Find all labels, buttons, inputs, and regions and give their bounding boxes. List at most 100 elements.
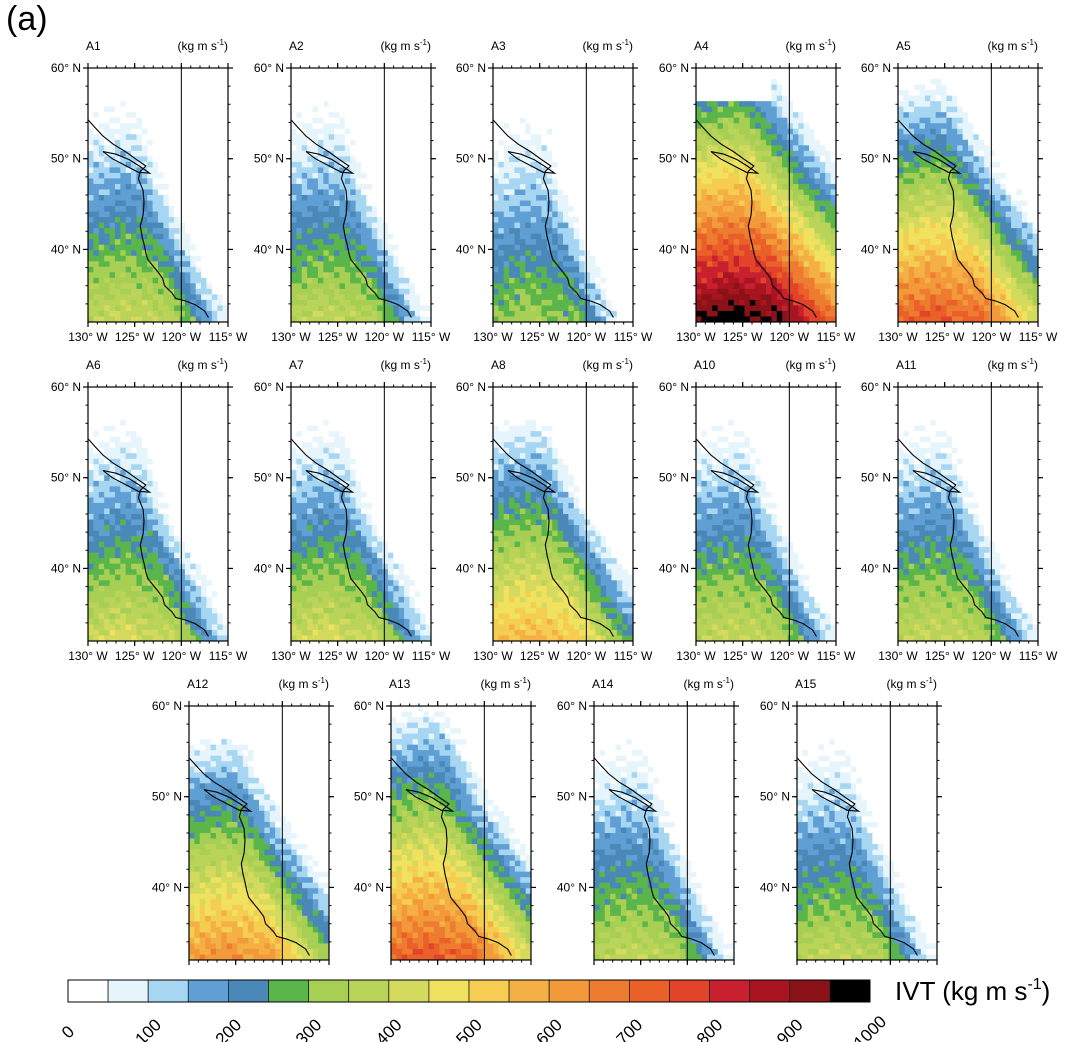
ivt-cell [776, 134, 783, 141]
ivt-cell [120, 200, 127, 207]
ivt-cell [701, 73, 708, 80]
ivt-cell [307, 172, 313, 179]
ivt-cell [120, 250, 127, 257]
ivt-cell [371, 261, 378, 268]
ivt-cell [776, 139, 783, 146]
ivt-cell [595, 277, 602, 284]
ivt-cell [498, 68, 505, 74]
ivt-cell [104, 294, 110, 301]
ivt-cell [404, 228, 410, 235]
ivt-cell [355, 112, 362, 119]
ivt-cell [728, 283, 735, 290]
ivt-cell [706, 283, 713, 290]
ivt-cell [525, 139, 532, 146]
ivt-cell [701, 128, 708, 135]
ivt-cell [312, 73, 319, 80]
ivt-cell [168, 222, 175, 229]
ivt-cell [536, 112, 542, 119]
ivt-cell [404, 217, 410, 224]
ivt-cell [136, 277, 143, 284]
ivt-cell [814, 128, 821, 135]
ivt-cell [760, 106, 767, 113]
ivt-cell [557, 128, 564, 135]
ivt-cell [404, 250, 410, 257]
ivt-cell [382, 123, 389, 130]
ivt-cell [552, 305, 559, 312]
ivt-cell [425, 156, 431, 163]
ivt-cell [579, 90, 585, 97]
ivt-cell [93, 106, 100, 113]
ivt-cell [503, 244, 510, 251]
ivt-cell [809, 134, 815, 141]
ivt-cell [131, 277, 137, 284]
ivt-cell [334, 316, 340, 322]
ivt-cell [217, 233, 224, 240]
ivt-cell [109, 195, 116, 201]
ivt-cell [541, 255, 548, 262]
ivt-cell [536, 139, 542, 146]
ivt-cell [366, 261, 373, 268]
ivt-cell [136, 239, 143, 246]
ivt-cell [409, 272, 416, 279]
ivt-cell [766, 161, 772, 168]
ivt-cell [168, 239, 175, 246]
ivt-cell [814, 172, 821, 179]
ivt-cell [519, 79, 526, 85]
ivt-cell [328, 310, 335, 317]
ivt-cell [344, 178, 351, 185]
ivt-cell [814, 255, 821, 262]
ivt-cell [744, 266, 751, 273]
ivt-cell [222, 261, 228, 268]
ivt-cell [744, 222, 751, 229]
ivt-cell [733, 134, 740, 141]
ivt-cell [825, 195, 832, 201]
ivt-cell [366, 283, 373, 290]
ivt-cell [728, 123, 735, 130]
ivt-cell [168, 84, 175, 91]
ivt-cell [184, 211, 191, 218]
ivt-cell [409, 73, 416, 80]
ivt-cell [600, 167, 607, 174]
ivt-cell [88, 305, 94, 312]
ivt-cell [589, 84, 596, 91]
ivt-cell [217, 200, 224, 207]
ivt-cell [414, 239, 421, 246]
ivt-cell [536, 200, 542, 207]
ivt-cell [371, 283, 378, 290]
ivt-cell [420, 139, 427, 146]
ivt-cell [792, 106, 799, 113]
ivt-cell [798, 272, 805, 279]
ivt-cell [387, 79, 394, 85]
ivt-cell [706, 128, 713, 135]
ivt-cell [622, 73, 629, 80]
ivt-cell [398, 145, 405, 152]
ivt-cell [573, 195, 580, 201]
ivt-cell [606, 145, 612, 152]
ivt-cell [600, 288, 607, 295]
ivt-cell [88, 195, 94, 201]
ivt-cell [760, 150, 767, 157]
ivt-cell [546, 134, 553, 141]
ivt-cell [398, 172, 405, 179]
ivt-cell [301, 112, 308, 119]
ivt-cell [552, 183, 559, 190]
ivt-cell [152, 255, 159, 262]
ivt-cell [766, 266, 772, 273]
ivt-cell [825, 84, 832, 91]
ivt-cell [712, 305, 718, 312]
ivt-cell [222, 299, 228, 306]
ivt-cell [552, 150, 559, 157]
ivt-cell [93, 161, 100, 168]
ivt-cell [712, 183, 718, 190]
ivt-cell [600, 68, 607, 74]
ivt-cell [792, 68, 799, 74]
ivt-cell [755, 172, 762, 179]
ivt-cell [627, 183, 633, 190]
ivt-cell [744, 68, 751, 74]
ivt-cell [88, 217, 94, 224]
ivt-cell [722, 255, 729, 262]
ivt-cell [579, 167, 585, 174]
ivt-cell [296, 233, 303, 240]
ivt-cell [398, 222, 405, 229]
ivt-cell [163, 288, 170, 295]
